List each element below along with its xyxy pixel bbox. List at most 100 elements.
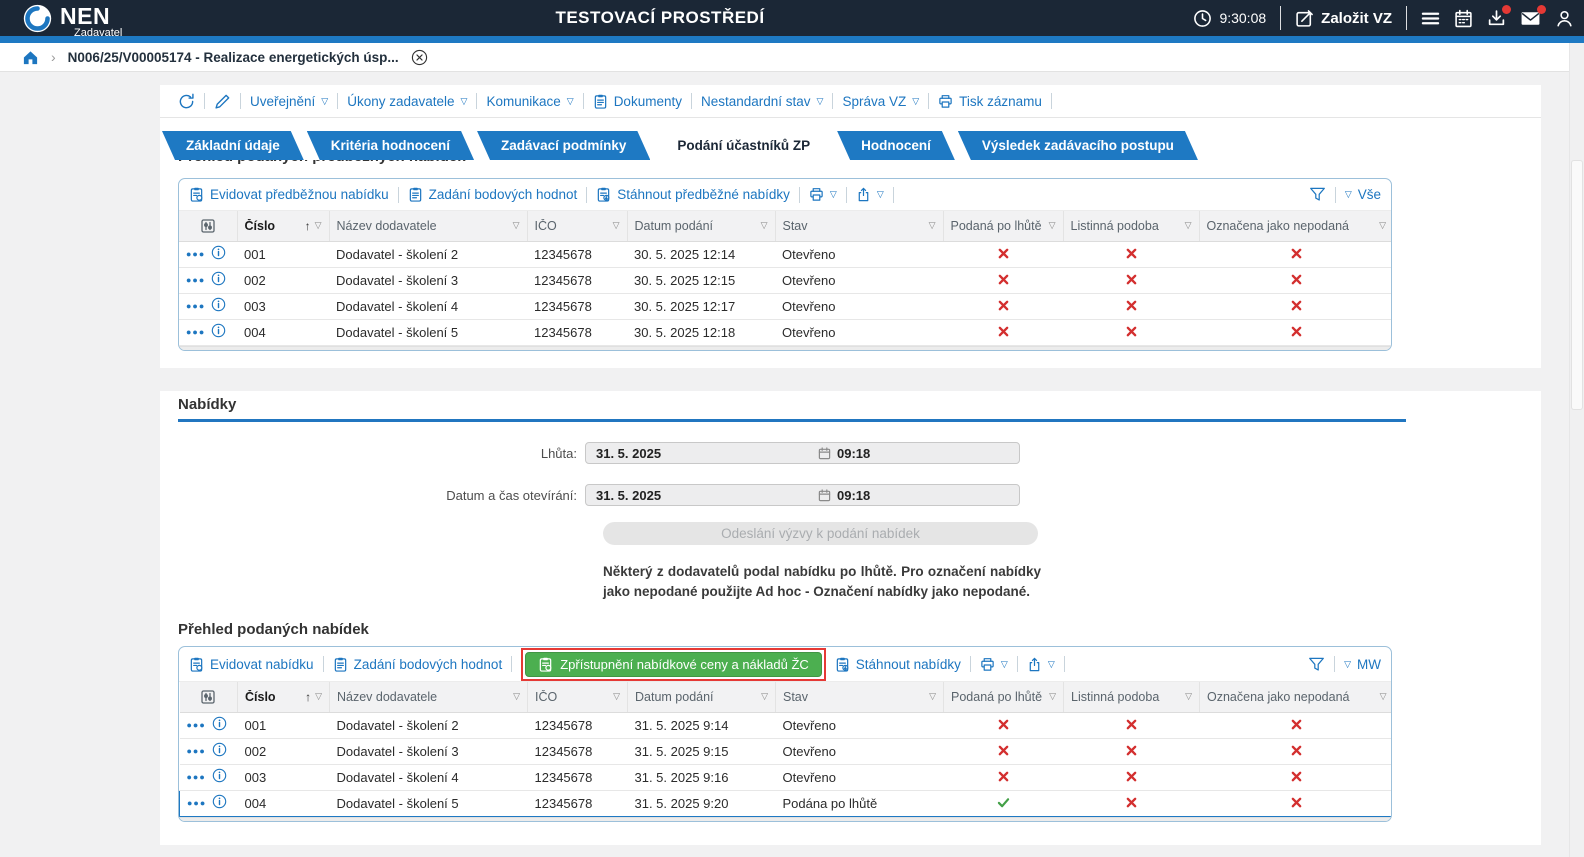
menu-sprava-vz[interactable]: Správa VZ▽	[842, 94, 919, 109]
downloads-button[interactable]	[1487, 9, 1506, 28]
column-filter-icon[interactable]: ▽	[315, 220, 322, 231]
row-info-icon[interactable]	[211, 297, 226, 315]
column-filter-icon[interactable]: ▽	[513, 691, 520, 702]
menu-tisk-zaznamu[interactable]: Tisk záznamu	[938, 94, 1042, 109]
column-filter-icon[interactable]: ▽	[513, 220, 520, 231]
column-header-nazev[interactable]: Název dodavatele▽	[329, 211, 527, 241]
edit-record-button[interactable]	[214, 93, 231, 110]
tab-kriteria-hodnoceni[interactable]: Kritéria hodnocení	[307, 131, 474, 160]
action-zadani-bodovych-hodnot[interactable]: Zadání bodových hodnot	[408, 187, 578, 202]
column-filter-icon[interactable]: ▽	[761, 220, 768, 231]
menu-nestandardni-stav[interactable]: Nestandardní stav▽	[701, 94, 823, 109]
column-filter-icon[interactable]: ▽	[761, 691, 768, 702]
column-header-po_lhute[interactable]: Podaná po lhůtě▽	[943, 211, 1063, 241]
column-header-po_lhute[interactable]: Podaná po lhůtě▽	[944, 682, 1064, 712]
deadline-input-group[interactable]: 31. 5. 2025 09:18	[585, 442, 1020, 464]
column-header-nepodana[interactable]: Označena jako nepodaná▽	[1199, 211, 1392, 241]
action-stahnout-predbezne-nabidky[interactable]: Stáhnout předběžné nabídky	[596, 187, 790, 202]
menu-ukony-zadavatele[interactable]: Úkony zadavatele▽	[347, 94, 467, 109]
row-info-icon[interactable]	[211, 271, 226, 289]
table-row[interactable]: ●●●001Dodavatel - školení 21234567831. 5…	[180, 712, 1393, 738]
column-filter-icon[interactable]: ▽	[1185, 220, 1192, 231]
table-row[interactable]: ●●●004Dodavatel - školení 51234567830. 5…	[179, 319, 1392, 345]
row-menu-icon[interactable]: ●●●	[186, 301, 205, 311]
column-header-datum[interactable]: Datum podání▽	[628, 682, 776, 712]
view-selector[interactable]: ▽MW	[1344, 657, 1381, 672]
print-table-button[interactable]: ▽	[809, 187, 837, 202]
tab-podani-ucastniku-zp[interactable]: Podání účastníků ZP	[653, 131, 834, 160]
tab-zadavaci-podminky[interactable]: Zadávací podmínky	[477, 131, 650, 160]
action-stahnout-nabidky[interactable]: Stáhnout nabídky	[835, 657, 961, 672]
column-header-datum[interactable]: Datum podání▽	[627, 211, 775, 241]
export-table-button[interactable]: ▽	[856, 187, 884, 202]
vertical-scrollbar[interactable]	[1569, 43, 1584, 857]
column-filter-icon[interactable]: ▽	[1380, 691, 1387, 702]
table-row[interactable]: ●●●002Dodavatel - školení 31234567830. 5…	[179, 267, 1392, 293]
column-filter-icon[interactable]: ▽	[613, 220, 620, 231]
column-filter-icon[interactable]: ▽	[1049, 220, 1056, 231]
export-table-button[interactable]: ▽	[1027, 657, 1055, 672]
row-menu-icon[interactable]: ●●●	[187, 746, 206, 756]
column-header-nepodana[interactable]: Označena jako nepodaná▽	[1200, 682, 1393, 712]
close-record-icon[interactable]	[411, 49, 428, 66]
column-header-stav[interactable]: Stav▽	[775, 211, 943, 241]
deadline-time-field[interactable]: 09:18	[837, 446, 870, 461]
action-evidovat-nabidku[interactable]: Evidovat nabídku	[189, 657, 314, 672]
menu-uverejneni[interactable]: Uveřejnění▽	[250, 94, 328, 109]
column-header-stav[interactable]: Stav▽	[776, 682, 944, 712]
table-row[interactable]: ●●●004Dodavatel - školení 51234567831. 5…	[180, 790, 1393, 816]
breadcrumb-current-record[interactable]: N006/25/V00005174 - Realizace energetick…	[68, 50, 399, 65]
column-header-cislo[interactable]: Číslo↑▽	[237, 211, 329, 241]
column-filter-icon[interactable]: ▽	[1379, 220, 1386, 231]
column-filter-icon[interactable]: ▽	[1185, 691, 1192, 702]
row-menu-icon[interactable]: ●●●	[186, 249, 205, 259]
table-row[interactable]: ●●●003Dodavatel - školení 41234567830. 5…	[179, 293, 1392, 319]
opening-input-group[interactable]: 31. 5. 2025 09:18	[585, 484, 1020, 506]
opening-date-field[interactable]: 31. 5. 2025	[586, 488, 818, 503]
column-filter-icon[interactable]: ▽	[613, 691, 620, 702]
menu-komunikace[interactable]: Komunikace▽	[486, 94, 573, 109]
nen-logo[interactable]: NEN Zadavatel	[22, 3, 122, 39]
view-selector[interactable]: ▽Vše	[1345, 187, 1381, 202]
action-zadani-bodovych-hodnot-2[interactable]: Zadání bodových hodnot	[333, 657, 503, 672]
menu-dokumenty[interactable]: Dokumenty	[593, 94, 682, 109]
row-menu-icon[interactable]: ●●●	[187, 720, 206, 730]
column-filter-icon[interactable]: ▽	[1049, 691, 1056, 702]
row-info-icon[interactable]	[211, 245, 226, 263]
zpristupneni-ceny-button[interactable]: Zpřístupnění nabídkové ceny a nákladů ŽC	[525, 652, 822, 677]
tab-hodnoceni[interactable]: Hodnocení	[837, 131, 955, 160]
calendar-button[interactable]	[1454, 9, 1473, 28]
table-row[interactable]: ●●●003Dodavatel - školení 41234567831. 5…	[180, 764, 1393, 790]
row-menu-icon[interactable]: ●●●	[186, 275, 205, 285]
table-row[interactable]: ●●●001Dodavatel - školení 21234567830. 5…	[179, 241, 1392, 267]
action-evidovat-predbeznou-nabidku[interactable]: Evidovat předběžnou nabídku	[189, 187, 389, 202]
column-header-cislo[interactable]: Číslo↑▽	[238, 682, 330, 712]
row-info-icon[interactable]	[211, 323, 226, 341]
messages-button[interactable]	[1520, 9, 1541, 28]
column-header-ico[interactable]: IČO▽	[527, 211, 627, 241]
row-menu-icon[interactable]: ●●●	[187, 772, 206, 782]
table-row[interactable]: ●●●002Dodavatel - školení 31234567831. 5…	[180, 738, 1393, 764]
column-header-listinna[interactable]: Listinná podoba▽	[1063, 211, 1199, 241]
home-icon[interactable]	[22, 49, 39, 66]
create-vz-button[interactable]: Založit VZ	[1295, 9, 1392, 28]
column-filter-icon[interactable]: ▽	[929, 691, 936, 702]
row-menu-icon[interactable]: ●●●	[186, 327, 205, 337]
filter-button[interactable]	[1309, 186, 1326, 203]
column-settings-button[interactable]	[179, 211, 237, 241]
row-info-icon[interactable]	[212, 794, 227, 812]
column-header-ico[interactable]: IČO▽	[528, 682, 628, 712]
row-info-icon[interactable]	[212, 768, 227, 786]
column-header-listinna[interactable]: Listinná podoba▽	[1064, 682, 1200, 712]
row-menu-icon[interactable]: ●●●	[187, 798, 206, 808]
user-profile-button[interactable]	[1555, 9, 1574, 28]
tab-vysledek-zadavaciho-postupu[interactable]: Výsledek zadávacího postupu	[958, 131, 1198, 160]
column-filter-icon[interactable]: ▽	[315, 691, 322, 702]
row-info-icon[interactable]	[212, 716, 227, 734]
history-button[interactable]	[178, 93, 195, 110]
print-table-button[interactable]: ▽	[980, 657, 1008, 672]
main-menu-button[interactable]	[1421, 9, 1440, 28]
column-header-nazev[interactable]: Název dodavatele▽	[330, 682, 528, 712]
column-filter-icon[interactable]: ▽	[929, 220, 936, 231]
tab-zakladni-udaje[interactable]: Základní údaje	[162, 131, 304, 160]
